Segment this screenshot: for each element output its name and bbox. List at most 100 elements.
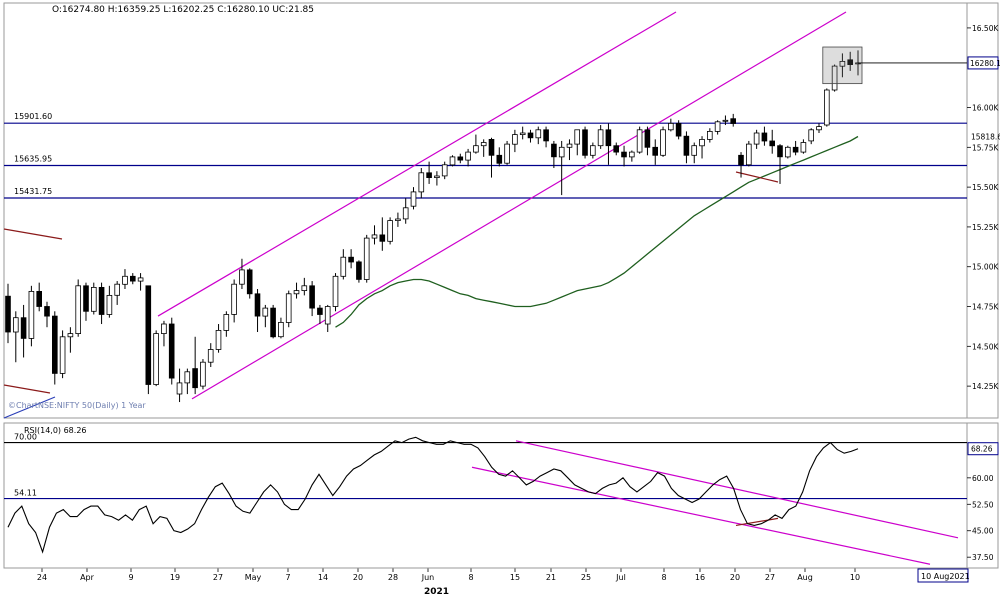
rsi-y-tick-label: 37.50 <box>972 553 994 562</box>
candle-body <box>441 164 448 177</box>
candle-body <box>28 290 35 339</box>
trend-mark <box>3 228 63 240</box>
candle-body <box>309 285 315 309</box>
candle-body <box>675 123 682 137</box>
candle-body <box>699 138 705 147</box>
candle-body <box>192 368 198 389</box>
channel-upper-line <box>157 11 677 317</box>
candle-body <box>379 234 386 242</box>
rsi-line <box>7 436 859 554</box>
x-tick-label: 15 <box>510 573 520 582</box>
candle-body <box>98 286 105 315</box>
candle-body <box>738 154 744 166</box>
x-tick-label: 24 <box>37 573 47 582</box>
candle-body <box>332 275 339 307</box>
x-tick-label: 27 <box>765 573 775 582</box>
x-tick-label: 21 <box>546 573 556 582</box>
candle-body <box>363 237 370 280</box>
channel-lower-line <box>191 11 847 400</box>
ma-value-label: 15818.6 <box>971 132 1000 141</box>
candle-body <box>457 156 464 161</box>
candle-body <box>722 119 729 122</box>
candle-body <box>262 307 269 317</box>
candle-body <box>574 129 580 145</box>
candle-body <box>67 333 74 338</box>
candle-body <box>769 140 775 147</box>
candle-body <box>496 154 503 164</box>
candle-body <box>707 130 713 140</box>
candle-body <box>730 118 736 124</box>
price-level-label: 15635.95 <box>14 154 52 163</box>
x-tick-label: 10 <box>850 573 860 582</box>
candle-body <box>52 315 58 374</box>
candle-body <box>785 146 791 158</box>
candle-body <box>402 207 409 220</box>
trend-mark <box>3 396 56 419</box>
candle-body <box>317 307 323 315</box>
candle-body <box>582 129 588 156</box>
price-y-tick-label: 16.00K <box>972 104 999 113</box>
candle-body <box>613 145 619 153</box>
candle-body <box>621 151 627 158</box>
axis-layer: 16.50K 16.00K 15.75K 15.50K 15.25K 15.00K 14.7… <box>4 24 1000 582</box>
price-y-tick-label: 15.00K <box>972 263 999 272</box>
candle-body <box>285 293 292 323</box>
candle-body <box>395 218 401 222</box>
candle-body <box>301 285 308 291</box>
candle-body <box>535 129 542 139</box>
ohlc-readout: O:16274.80 H:16359.25 L:16202.25 C:16280… <box>52 5 314 15</box>
candle-body <box>12 317 19 333</box>
candle-body <box>83 285 89 312</box>
x-tick-label: 19 <box>170 573 180 582</box>
candle-body <box>816 126 822 131</box>
candle-body <box>215 329 222 350</box>
candle-body <box>660 129 666 156</box>
rsi-trend-mark <box>735 517 779 527</box>
candle-body <box>777 145 783 158</box>
candle-body <box>293 290 300 295</box>
candle-body <box>808 129 814 142</box>
candle-body <box>239 269 245 285</box>
candle-body <box>246 269 253 295</box>
candle-body <box>122 275 128 285</box>
candle-body <box>800 142 807 153</box>
x-tick-label: Apr <box>80 573 95 582</box>
price-y-tick-label: 14.50K <box>972 342 999 351</box>
candle-body <box>527 132 534 139</box>
candle-body <box>597 129 604 147</box>
x-tick-label: 20 <box>730 573 740 582</box>
x-tick-label: Aug <box>797 573 813 582</box>
candle-body <box>137 277 144 282</box>
rsi-channel-lower <box>471 466 931 565</box>
candle-body <box>20 317 27 339</box>
x-tick-label: Jun <box>421 573 435 582</box>
price-layer: 15901.60 15635.95 15431.75 <box>3 11 967 419</box>
candle-body <box>847 59 853 65</box>
x-tick-label: 25 <box>581 573 591 582</box>
candle-body <box>207 349 214 363</box>
candle-body <box>512 134 518 145</box>
candle-body <box>519 132 526 136</box>
candle-body <box>5 295 11 333</box>
candle-body <box>145 285 152 385</box>
price-y-tick-label: 15.50K <box>972 183 999 192</box>
price-level-label: 15901.60 <box>14 112 52 121</box>
rsi-y-tick-label: 52.50 <box>972 500 994 509</box>
candle-body <box>168 323 175 379</box>
x-tick-label: 7 <box>285 573 290 582</box>
candle-body <box>371 234 378 239</box>
rsi-y-tick-label: 60.00 <box>972 474 994 483</box>
trend-mark <box>735 171 779 183</box>
candle-body <box>153 333 159 385</box>
rsi-title: RSI(14,0) 68.26 <box>24 426 87 435</box>
candle-body <box>356 261 362 280</box>
rsi-level-label: 70.00 <box>14 433 37 442</box>
candle-body <box>543 129 549 142</box>
candle-body <box>44 306 50 317</box>
candle-body <box>652 146 658 156</box>
price-axis-frame <box>966 2 999 419</box>
candle-body <box>839 61 846 67</box>
price-y-tick-label: 16.50K <box>972 24 999 33</box>
candle-body <box>254 293 261 317</box>
candle-body <box>449 156 456 166</box>
